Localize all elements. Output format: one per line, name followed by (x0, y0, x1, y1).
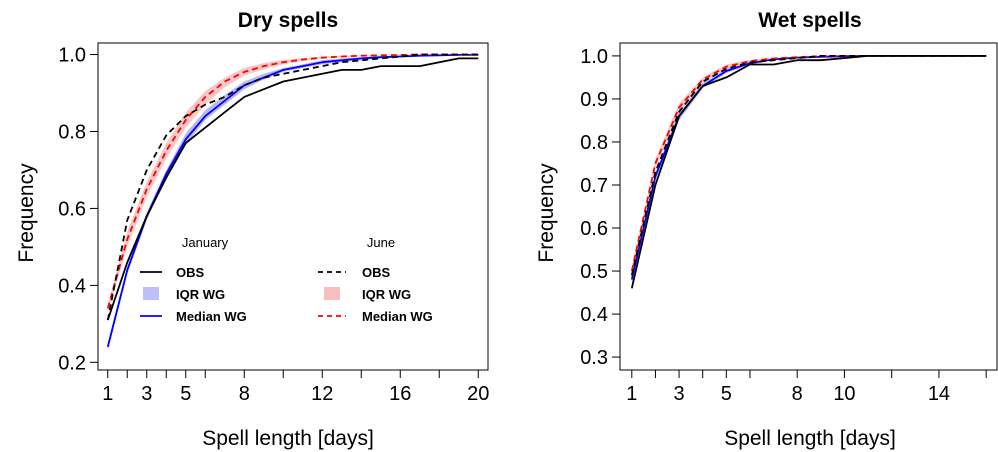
series-line-june-median-wg (630, 55, 987, 272)
legend: January June OBS IQR WG Median WG OBS IQ… (140, 235, 433, 324)
x-tick-label: 3 (674, 383, 685, 405)
legend-label-january-iqr: IQR WG (176, 287, 225, 302)
x-tick-label: 8 (792, 383, 803, 405)
y-tick-label: 0.6 (580, 218, 608, 240)
series-lines (106, 53, 479, 348)
legend-heading-june: June (367, 235, 395, 250)
legend-label-june-obs: OBS (362, 265, 391, 280)
x-tick-label: 14 (928, 383, 950, 405)
x-axis: 1 3 5 8 12 16 20 (102, 370, 489, 405)
x-axis: 1 3 5 8 10 14 (626, 370, 987, 405)
x-tick-label: 16 (389, 383, 411, 405)
plot-area (630, 55, 987, 289)
x-tick-label: 12 (311, 383, 333, 405)
y-tick-label: 1.0 (580, 46, 608, 68)
y-tick-label: 1.0 (58, 45, 86, 67)
y-tick-label: 0.8 (580, 132, 608, 154)
legend-label-june-median: Median WG (362, 309, 433, 324)
wet-spells-panel: Wet spells Spell length [days] Frequency… (535, 9, 998, 450)
chart-title: Wet spells (758, 9, 861, 32)
y-tick-label: 0.7 (580, 175, 608, 197)
legend-label-january-median: Median WG (176, 309, 247, 324)
y-tick-label: 0.4 (58, 275, 86, 297)
legend-key-january-iqr (143, 287, 159, 300)
x-tick-label: 1 (626, 383, 637, 405)
series-line-june-obs (106, 53, 479, 321)
legend-heading-january: January (182, 235, 229, 250)
x-tick-label: 5 (180, 383, 191, 405)
iqr-band-january-median-wg (107, 54, 479, 351)
y-axis: 0.3 0.4 0.5 0.6 0.7 0.8 0.9 1.0 (580, 46, 620, 369)
x-tick-label: 10 (833, 383, 855, 405)
plot-frame (97, 42, 489, 371)
iqr-bands (107, 54, 479, 351)
series-line-june-obs (630, 55, 987, 276)
y-tick-label: 0.5 (580, 261, 608, 283)
x-tick-label: 20 (467, 383, 489, 405)
x-tick-label: 5 (721, 383, 732, 405)
chart-title: Dry spells (238, 9, 338, 32)
x-tick-label: 3 (141, 383, 152, 405)
y-axis-label: Frequency (535, 163, 558, 263)
y-tick-label: 0.8 (58, 121, 86, 143)
y-axis-label: Frequency (15, 163, 38, 263)
plot-frame (619, 42, 998, 371)
dry-spells-panel: Dry spells Spell length [days] Frequency… (15, 9, 489, 450)
series-line-january-obs (106, 57, 479, 321)
y-tick-label: 0.6 (58, 198, 86, 220)
plot-area (106, 53, 479, 351)
iqr-bands (631, 55, 987, 284)
iqr-band-june-median-wg (631, 55, 987, 276)
x-tick-label: 1 (102, 383, 113, 405)
series-line-january-obs (630, 55, 987, 289)
series-line-january-median-wg (630, 55, 987, 280)
y-tick-label: 0.3 (580, 347, 608, 369)
series-line-january-median-wg (106, 54, 479, 348)
y-axis: 0.2 0.4 0.6 0.8 1.0 (58, 45, 98, 374)
x-axis-label: Spell length [days] (202, 427, 374, 450)
legend-key-june-iqr (324, 287, 340, 300)
iqr-band-january-median-wg (631, 55, 987, 284)
y-tick-label: 0.2 (58, 352, 86, 374)
series-lines (630, 55, 987, 289)
x-tick-label: 8 (239, 383, 250, 405)
x-axis-label: Spell length [days] (724, 427, 896, 450)
y-tick-label: 0.9 (580, 89, 608, 111)
legend-label-january-obs: OBS (176, 265, 205, 280)
legend-label-june-iqr: IQR WG (362, 287, 411, 302)
y-tick-label: 0.4 (580, 304, 608, 326)
